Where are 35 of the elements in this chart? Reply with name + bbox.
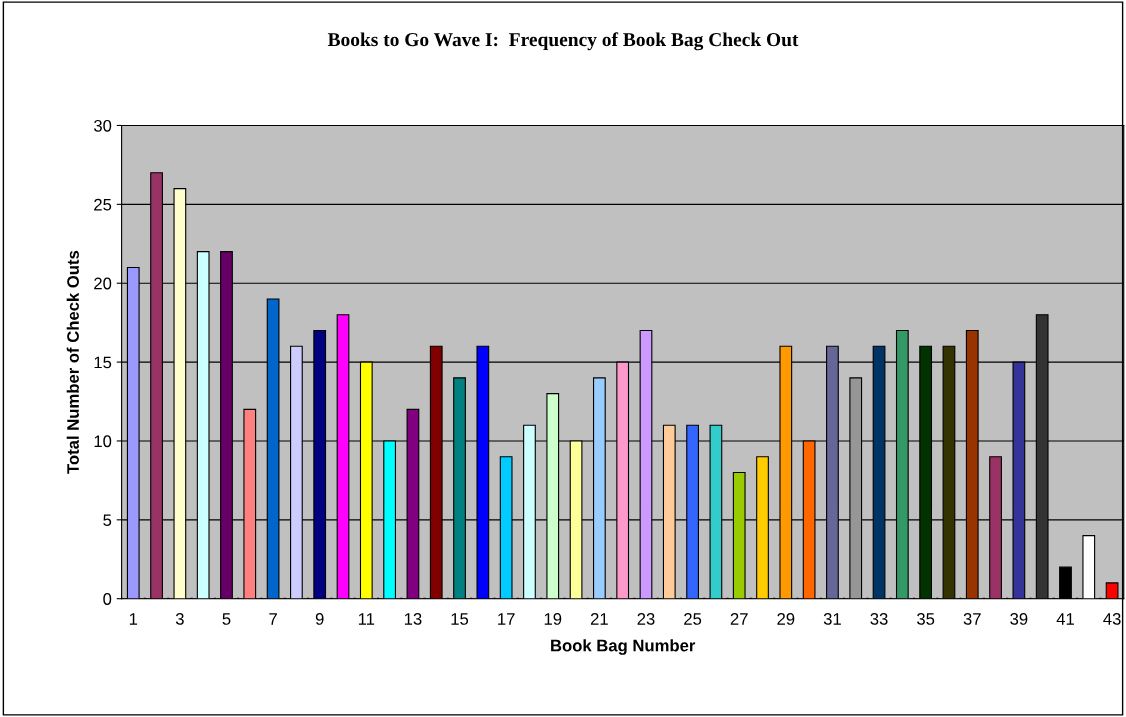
x-tick-label: 9 xyxy=(315,613,324,625)
x-tick-label: 3 xyxy=(175,613,184,625)
y-tick-label: 10 xyxy=(94,435,112,448)
x-tick-label: 37 xyxy=(963,613,981,625)
y-tick-label: 0 xyxy=(103,593,112,605)
chart-title: Books to Go Wave I: Frequency of Book Bag Check Out xyxy=(327,32,799,51)
x-tick-label: 19 xyxy=(544,613,562,625)
y-axis-title: Total Number of Check Outs xyxy=(66,250,79,474)
y-tick-label: 5 xyxy=(103,514,112,527)
x-tick-label: 11 xyxy=(358,613,375,625)
bar xyxy=(1105,582,1119,599)
y-tick-label: 30 xyxy=(93,119,112,132)
bar xyxy=(1059,566,1072,599)
x-tick-label: 41 xyxy=(1056,613,1074,625)
y-tick-label: 25 xyxy=(94,198,112,211)
x-tick-label: 31 xyxy=(823,613,841,625)
x-tick-label: 7 xyxy=(269,613,277,625)
x-tick-label: 43 xyxy=(1103,613,1121,625)
bar xyxy=(1082,535,1096,599)
x-tick-label: 13 xyxy=(404,613,422,625)
x-tick-label: 5 xyxy=(222,613,231,625)
x-axis-title: Book Bag Number xyxy=(551,639,696,655)
x-tick-label: 23 xyxy=(637,613,655,625)
x-tick-label: 21 xyxy=(590,613,608,625)
y-tick-label: 20 xyxy=(94,277,112,290)
x-tick-label: 29 xyxy=(777,613,795,625)
x-tick-label: 17 xyxy=(498,613,515,625)
x-tick-label: 39 xyxy=(1010,613,1028,625)
x-tick-label: 35 xyxy=(917,613,935,625)
x-tick-label: 33 xyxy=(870,613,888,625)
x-tick-label: 27 xyxy=(730,613,748,625)
x-tick-label: 25 xyxy=(684,613,702,625)
y-tick-label: 15 xyxy=(94,356,112,369)
x-tick-label: 15 xyxy=(451,613,469,625)
x-tick-label: 1 xyxy=(129,613,138,625)
